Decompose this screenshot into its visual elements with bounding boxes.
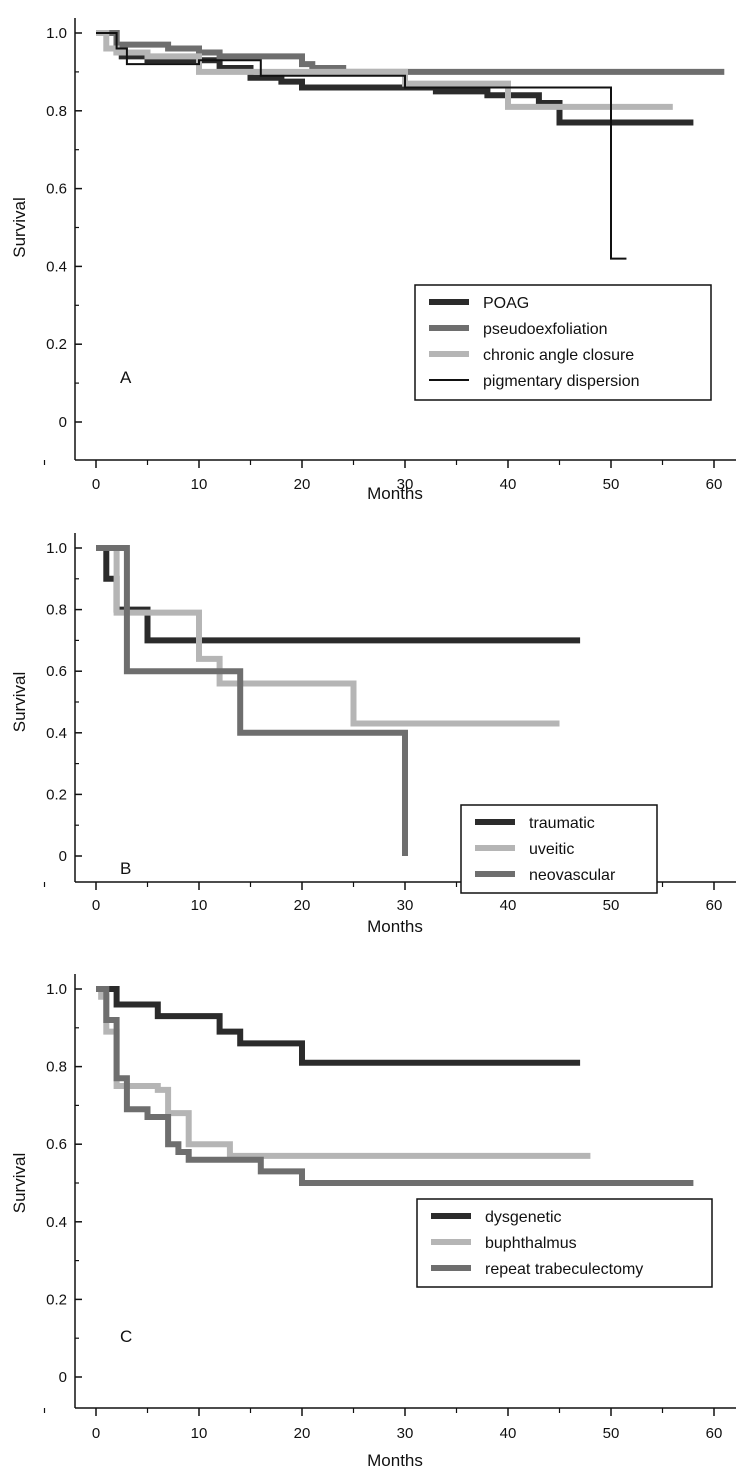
y-tick-label: 0.8	[46, 1059, 67, 1076]
legend-label: buphthalmus	[485, 1235, 577, 1252]
y-tick-label: 0.6	[46, 663, 67, 680]
panel-label: B	[120, 859, 131, 878]
chart-panel-c: 0 0.2 0.4 0.6 0.8 1.0 0 10 20 30 40 50 60 Months Survi…	[10, 974, 736, 1470]
panel-label: A	[120, 368, 132, 387]
y-tick-label: 0.6	[46, 1136, 67, 1153]
y-tick-label: 0	[59, 848, 67, 865]
x-tick-label: 50	[603, 476, 620, 493]
series-line-poag	[96, 30, 694, 126]
x-tick-label: 50	[603, 1425, 620, 1442]
y-axis-title: Survival	[10, 197, 29, 257]
x-tick-label: 20	[294, 897, 311, 914]
x-tick-label: 50	[603, 897, 620, 914]
y-tick-label: 0.4	[46, 1214, 67, 1231]
legend-label: dysgenetic	[485, 1209, 562, 1226]
y-tick-label: 0	[59, 1369, 67, 1386]
y-tick-label: 0	[59, 414, 67, 431]
y-tick-label: 1.0	[46, 25, 67, 42]
series-line-pseudoexfoliation	[96, 30, 725, 75]
x-tick-label: 10	[191, 897, 208, 914]
y-tick-label: 0.2	[46, 336, 67, 353]
y-tick-label: 1.0	[46, 540, 67, 557]
panel-label: C	[120, 1327, 132, 1346]
x-tick-label: 60	[706, 1425, 723, 1442]
legend: POAG pseudoexfoliation chronic angle closu…	[414, 284, 712, 401]
x-tick-label: 20	[294, 476, 311, 493]
legend-label: uveitic	[529, 841, 574, 858]
y-tick-label: 0.8	[46, 602, 67, 619]
x-axis-title: Months	[367, 484, 423, 503]
legend-label: repeat trabeculectomy	[485, 1261, 643, 1278]
series-line-traumatic	[96, 545, 581, 644]
x-tick-label: 60	[706, 476, 723, 493]
x-axis-title: Months	[367, 1451, 423, 1470]
y-tick-label: 0.6	[46, 181, 67, 198]
y-tick-label: 0.4	[46, 725, 67, 742]
x-tick-label: 10	[191, 1425, 208, 1442]
series-line-chronic-angle-closure	[96, 30, 673, 110]
y-axis-title: Survival	[10, 1153, 29, 1213]
x-tick-label: 30	[397, 1425, 414, 1442]
x-tick-label: 40	[500, 1425, 517, 1442]
x-tick-label: 40	[500, 476, 517, 493]
chart-panel-b: 0 0.2 0.4 0.6 0.8 1.0 0 10 20 30 40 50 60 Months Survi…	[10, 533, 736, 936]
series-line-pigmentary-dispersion	[96, 32, 627, 260]
x-tick-label: 30	[397, 897, 414, 914]
series-line-repeat-trabeculectomy	[96, 986, 694, 1186]
legend-label: neovascular	[529, 867, 616, 884]
x-tick-label: 0	[92, 476, 100, 493]
x-tick-label: 40	[500, 897, 517, 914]
x-tick-label: 0	[92, 897, 100, 914]
legend: dysgenetic buphthalmus repeat trabeculecto…	[416, 1198, 713, 1288]
y-tick-label: 0.8	[46, 103, 67, 120]
series-line-uveitic	[96, 545, 560, 727]
series-line-neovascular	[96, 545, 408, 856]
legend-label: pigmentary dispersion	[483, 373, 640, 390]
series-line-dysgenetic	[96, 986, 581, 1066]
y-tick-label: 0.2	[46, 786, 67, 803]
y-axis-title: Survival	[10, 672, 29, 732]
x-axis-title: Months	[367, 917, 423, 936]
legend-label: chronic angle closure	[483, 347, 634, 364]
legend: traumatic uveitic neovascular	[460, 804, 658, 894]
y-tick-label: 0.4	[46, 258, 67, 275]
legend-label: POAG	[483, 295, 529, 312]
legend-label: pseudoexfoliation	[483, 321, 608, 338]
x-tick-label: 0	[92, 1425, 100, 1442]
x-tick-label: 60	[706, 897, 723, 914]
legend-label: traumatic	[529, 815, 595, 832]
chart-panel-a: 0 0.2 0.4 0.6 0.8 1.0 0 10 20 30 40 50 60 Months Survi…	[10, 18, 736, 503]
x-tick-label: 20	[294, 1425, 311, 1442]
x-tick-label: 30	[397, 476, 414, 493]
y-tick-label: 1.0	[46, 981, 67, 998]
x-tick-label: 10	[191, 476, 208, 493]
y-tick-label: 0.2	[46, 1291, 67, 1308]
